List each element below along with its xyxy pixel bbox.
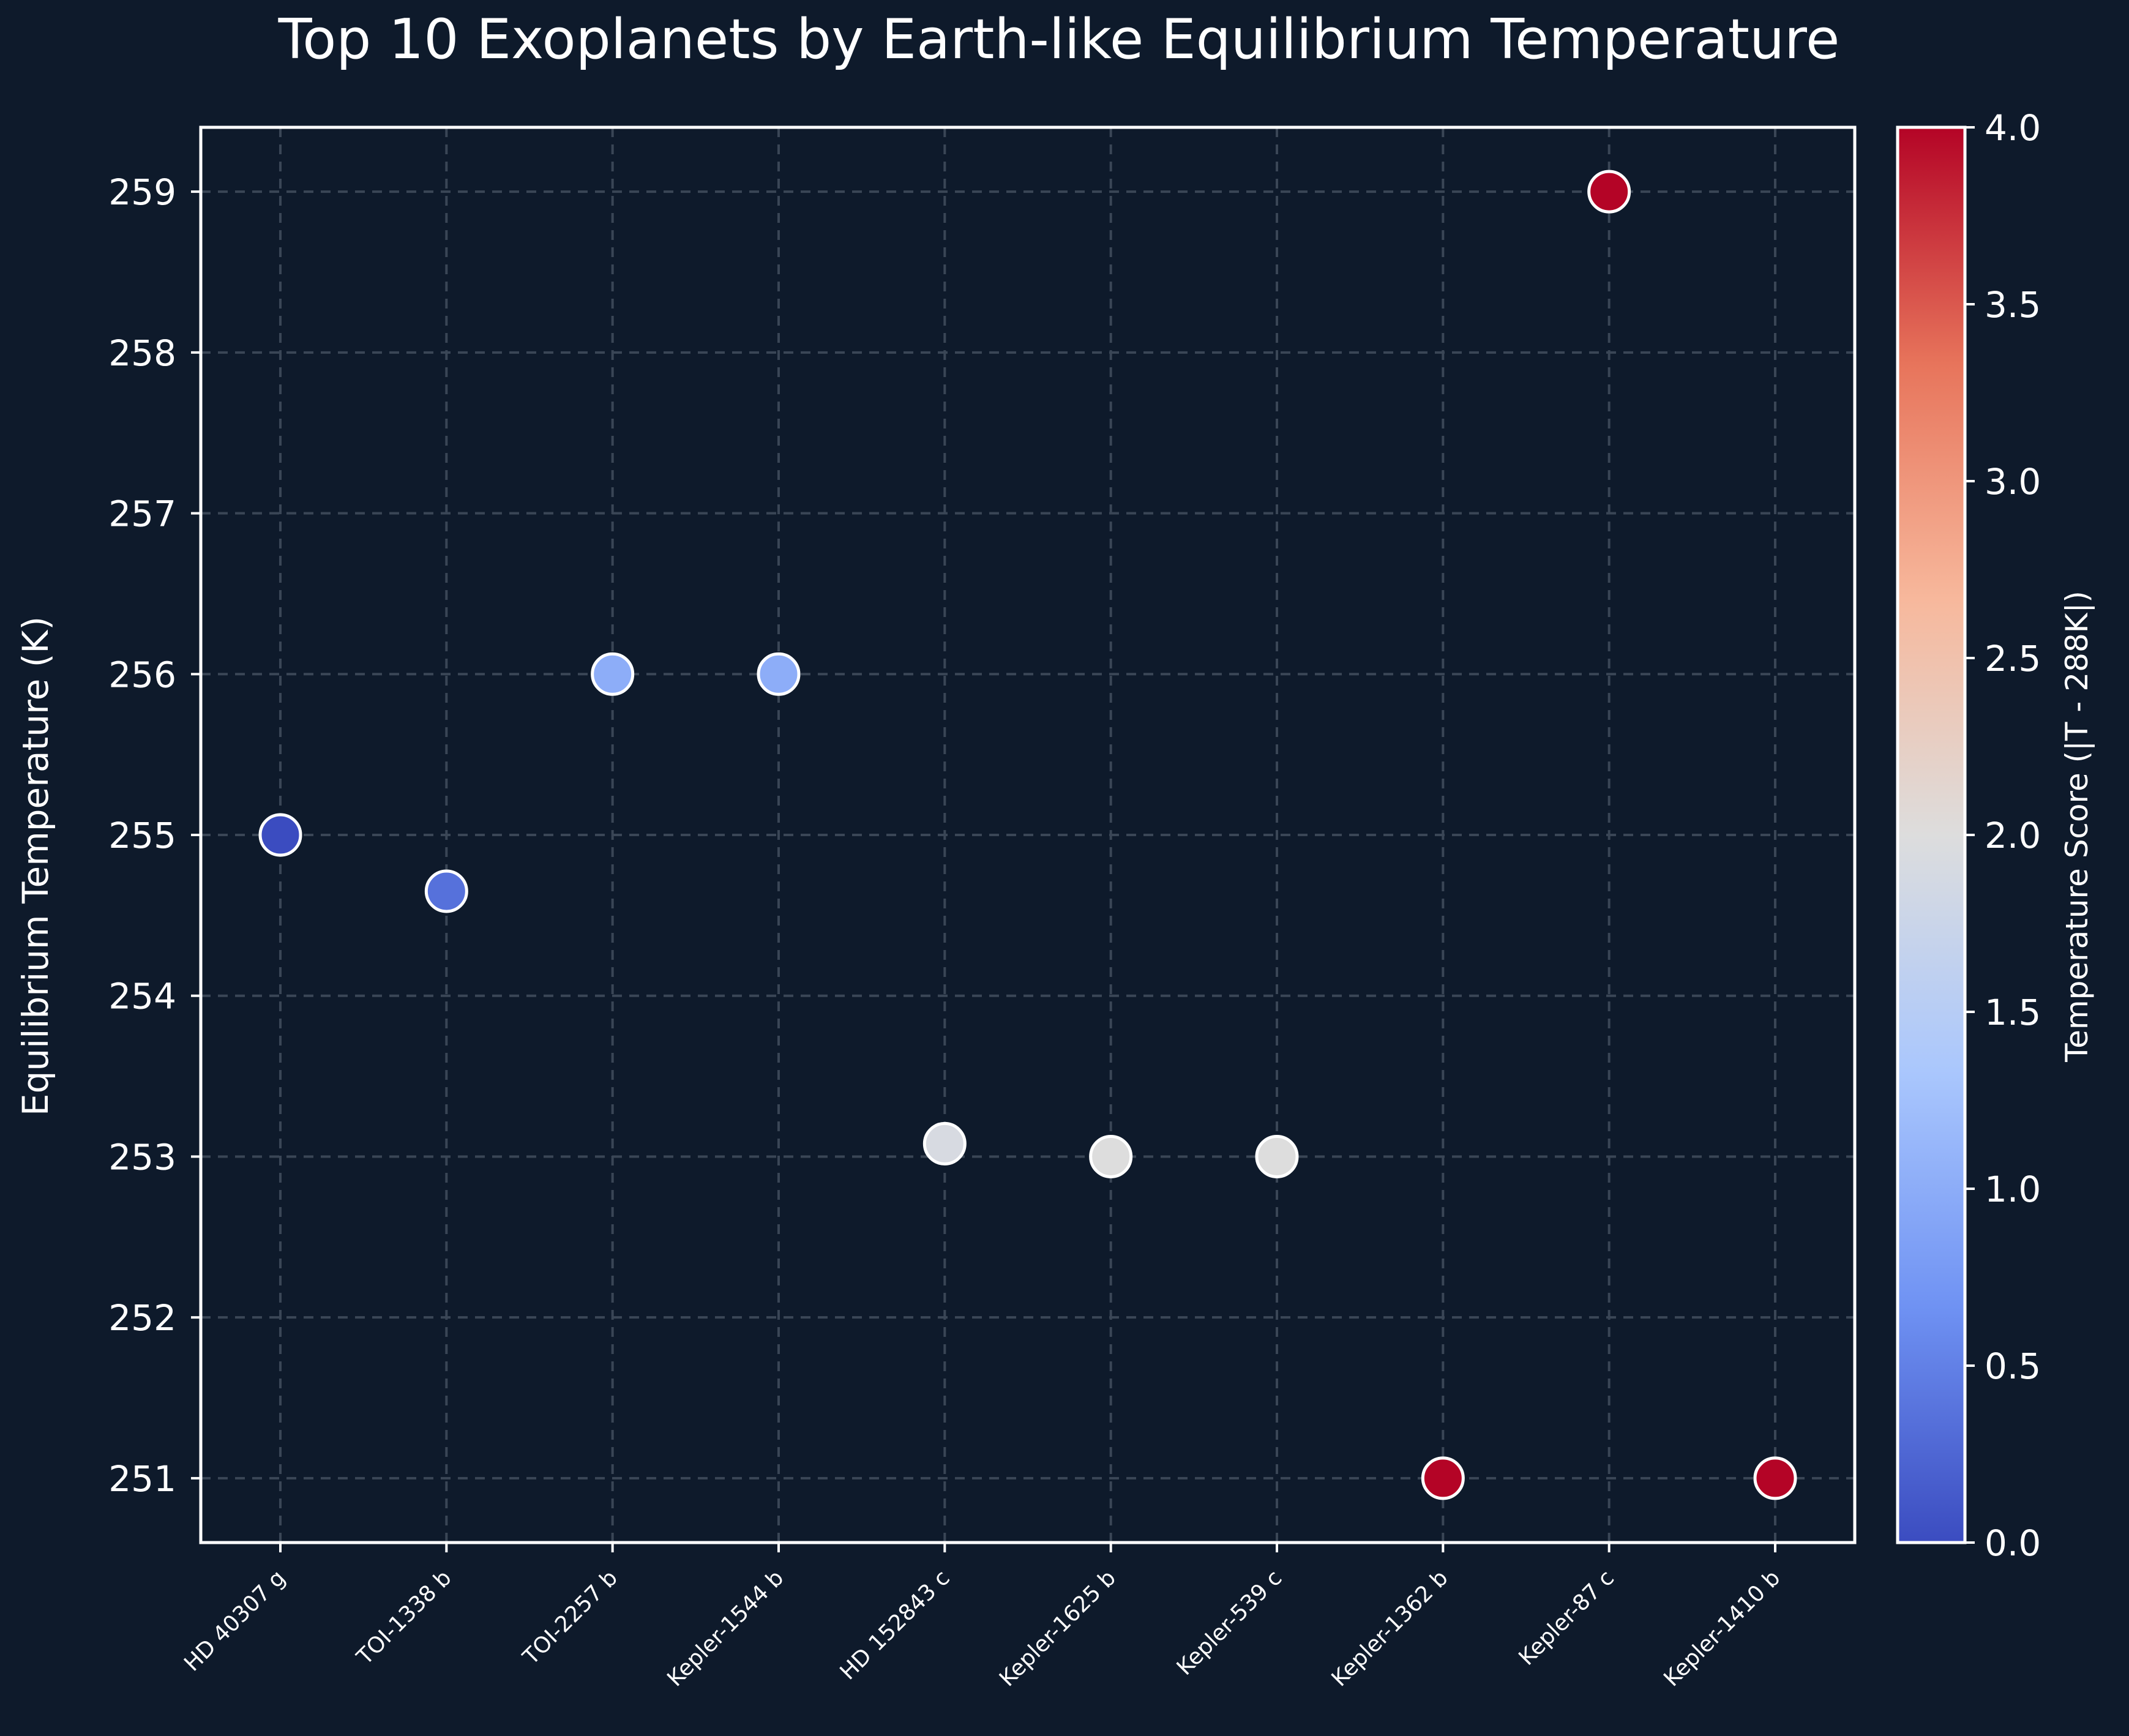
colorbar-label: Temperature Score (|T - 288K|) [2059,591,2095,1063]
data-point [1255,1134,1299,1178]
colorbar-tick-label: 3.5 [1985,284,2041,326]
colorbar-tick-label: 1.0 [1985,1169,2041,1210]
data-point [922,1121,967,1165]
y-tick-label: 252 [108,1297,176,1339]
data-point [424,869,468,913]
colorbar-tick-label: 4.0 [1985,107,2041,149]
colorbar-tick-label: 1.5 [1985,992,2041,1033]
data-point [591,652,635,696]
data-point [1421,1456,1465,1500]
colorbar-tick-label: 3.0 [1985,461,2041,503]
colorbar: 0.0 0.5 1.0 1.5 2.0 2.5 3.0 3.5 4.0 [1896,107,2041,1564]
data-point [258,813,302,857]
colorbar-tick-label: 0.0 [1985,1522,2041,1564]
y-axis-label: Equilibrium Temperature (K) [15,616,56,1116]
data-point [1753,1456,1797,1500]
chart-title: Top 10 Exoplanets by Earth-like Equilibr… [278,7,1840,72]
y-tick-label: 253 [108,1136,176,1178]
y-tick-label: 255 [108,815,176,856]
colorbar-tick-label: 2.5 [1985,638,2041,679]
data-point [1089,1134,1133,1178]
y-tick-label: 259 [108,171,176,213]
colorbar-gradient [1896,125,1967,1544]
data-point [1587,170,1631,214]
colorbar-tick-label: 2.0 [1985,815,2041,856]
y-tick-label: 256 [108,654,176,695]
y-tick-label: 251 [108,1458,176,1500]
y-tick-label: 257 [108,493,176,535]
colorbar-tick-label: 0.5 [1985,1345,2041,1387]
plot-frame [199,125,1857,1544]
y-tick-label: 258 [108,332,176,374]
y-tick-label: 254 [108,976,176,1017]
data-point [757,652,801,696]
